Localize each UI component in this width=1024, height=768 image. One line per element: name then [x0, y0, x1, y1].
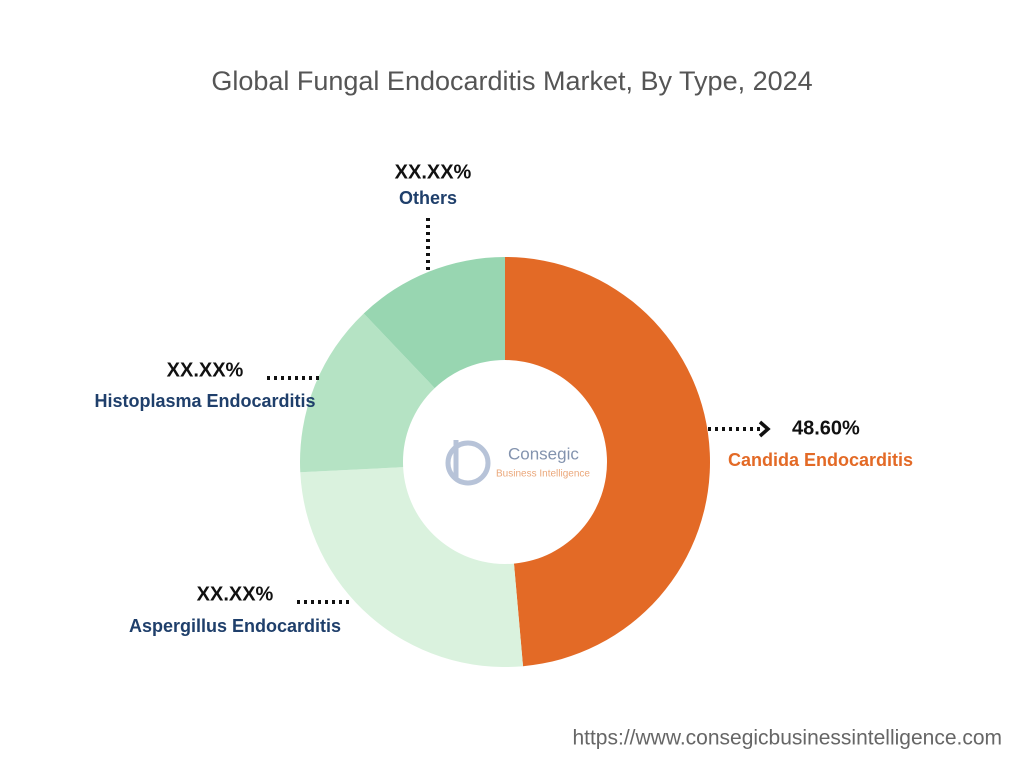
category-label: Histoplasma Endocarditis	[94, 391, 315, 411]
category-label: Others	[399, 188, 457, 208]
value-label: XX.XX%	[197, 583, 274, 605]
logo-name: Consegic	[508, 444, 579, 463]
donut	[299, 257, 711, 667]
logo: Consegic Business Intelligence	[445, 440, 590, 486]
slice	[363, 257, 505, 389]
value-label: 48.60%	[792, 417, 860, 439]
logo-tagline: Business Intelligence	[496, 469, 590, 480]
logo-mark	[445, 440, 491, 486]
slice	[505, 257, 711, 667]
value-label: XX.XX%	[395, 161, 472, 183]
leader-arrow	[758, 420, 771, 438]
category-label: Candida Endocarditis	[728, 450, 913, 470]
value-label: XX.XX%	[167, 359, 244, 381]
chart-title: Global Fungal Endocarditis Market, By Ty…	[211, 66, 812, 96]
category-label: Aspergillus Endocarditis	[129, 616, 341, 636]
slice	[299, 313, 435, 473]
slice	[300, 467, 524, 667]
source-url: https://www.consegicbusinessintelligence…	[572, 727, 1002, 750]
